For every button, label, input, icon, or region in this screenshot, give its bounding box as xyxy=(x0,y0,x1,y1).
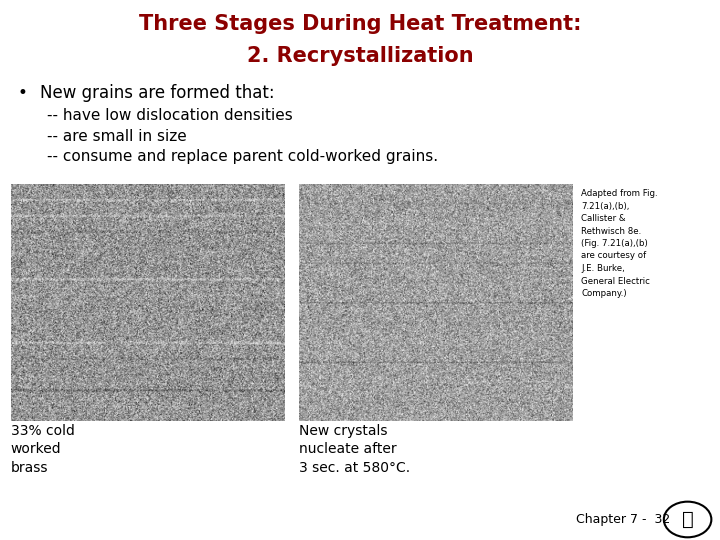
Text: Adapted from Fig.
7.21(a),(b),
Callister &
Rethwisch 8e.
(Fig. 7.21(a),(b)
are c: Adapted from Fig. 7.21(a),(b), Callister… xyxy=(581,189,657,298)
Text: 0.6 mm: 0.6 mm xyxy=(119,187,176,201)
Text: •: • xyxy=(18,84,28,102)
Text: 33% cold
worked
brass: 33% cold worked brass xyxy=(11,424,75,475)
Text: -- consume and replace parent cold-worked grains.: -- consume and replace parent cold-worke… xyxy=(47,149,438,164)
Text: 2. Recrystallization: 2. Recrystallization xyxy=(247,46,473,66)
Text: -- are small in size: -- are small in size xyxy=(47,129,186,144)
Text: Ⓦ: Ⓦ xyxy=(682,510,693,529)
Text: Three Stages During Heat Treatment:: Three Stages During Heat Treatment: xyxy=(139,14,581,33)
Text: 0.6 mm: 0.6 mm xyxy=(407,187,464,201)
Text: -- have low dislocation densities: -- have low dislocation densities xyxy=(47,108,292,123)
Text: New crystals
nucleate after
3 sec. at 580°C.: New crystals nucleate after 3 sec. at 58… xyxy=(299,424,410,475)
Text: New grains are formed that:: New grains are formed that: xyxy=(40,84,274,102)
Text: Chapter 7 -  32: Chapter 7 - 32 xyxy=(576,514,670,526)
